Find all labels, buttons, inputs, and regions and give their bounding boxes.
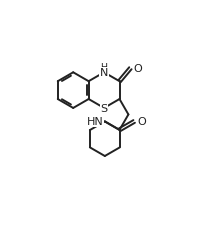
- Text: N: N: [100, 68, 108, 78]
- Text: HN: HN: [87, 117, 104, 127]
- Text: S: S: [101, 104, 108, 114]
- Text: O: O: [137, 117, 146, 127]
- Text: O: O: [133, 64, 142, 74]
- Text: H: H: [101, 63, 108, 72]
